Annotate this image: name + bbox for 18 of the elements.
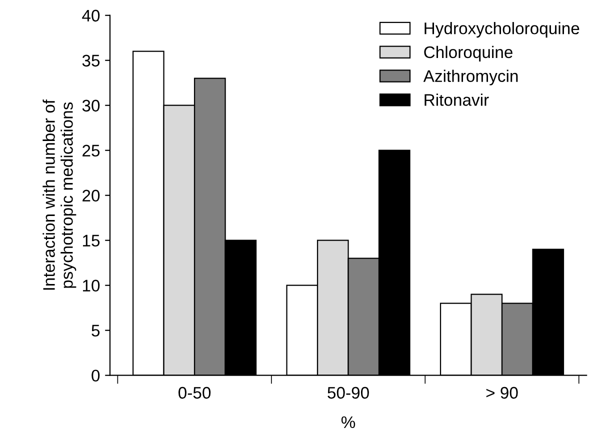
x-tick-label: > 90 [486, 386, 518, 399]
x-tick-label: 50-90 [328, 386, 369, 399]
legend-label: Chloroquine [424, 46, 512, 62]
y-tick-label: 5 [92, 324, 100, 337]
y-tick-label: 40 [82, 10, 100, 22]
x-axis-title: % [341, 416, 356, 428]
y-tick-label: 0 [92, 370, 100, 382]
y-axis-title: Interaction with number of psychotropic medications [42, 99, 76, 290]
y-tick-label: 10 [82, 280, 100, 292]
y-tick-label: 35 [82, 54, 100, 67]
y-tick-label: 30 [82, 100, 100, 112]
x-tick-label: 0-50 [178, 386, 211, 399]
y-tick-label: 15 [82, 234, 100, 247]
y-tick-label: 20 [82, 190, 100, 202]
legend-label: Azithromycin [423, 70, 518, 86]
legend-label: Hydroxycholoroquine [424, 22, 580, 38]
y-tick-label: 25 [82, 144, 100, 157]
legend-label: Ritonavir [424, 94, 489, 106]
